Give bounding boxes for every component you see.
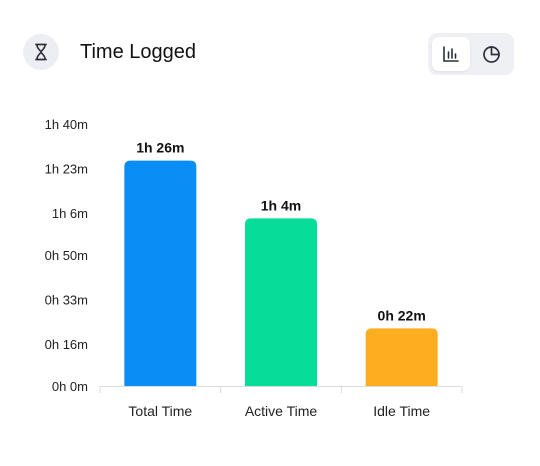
x-tick-label: Idle Time	[373, 403, 430, 419]
x-tick-label: Active Time	[245, 403, 318, 419]
chart-view-toggle	[428, 33, 514, 75]
y-tick-label: 0h 0m	[52, 379, 88, 394]
bar-value-label: 1h 4m	[261, 197, 301, 213]
y-tick-label: 0h 16m	[45, 337, 88, 352]
y-tick-label: 0h 33m	[45, 293, 88, 308]
y-tick-label: 1h 6m	[52, 206, 88, 221]
bar-value-label: 0h 22m	[378, 307, 426, 323]
bar-chart-icon	[443, 46, 459, 62]
x-tick-label: Total Time	[128, 403, 192, 419]
bar-active-time[interactable]	[245, 218, 317, 386]
pie-chart-view-button[interactable]	[472, 37, 510, 71]
y-tick-label: 1h 40m	[45, 117, 88, 132]
bar-value-label: 1h 26m	[136, 140, 184, 156]
page-title: Time Logged	[80, 41, 196, 63]
bar-idle-time[interactable]	[365, 328, 438, 386]
y-tick-label: 1h 23m	[45, 162, 88, 177]
bar-total-time[interactable]	[124, 160, 197, 386]
hourglass-icon-badge	[23, 34, 59, 70]
y-tick-label: 0h 50m	[45, 248, 88, 263]
pie-chart-icon	[482, 45, 500, 63]
bar-chart-view-button[interactable]	[432, 37, 470, 71]
hourglass-icon	[35, 43, 47, 61]
